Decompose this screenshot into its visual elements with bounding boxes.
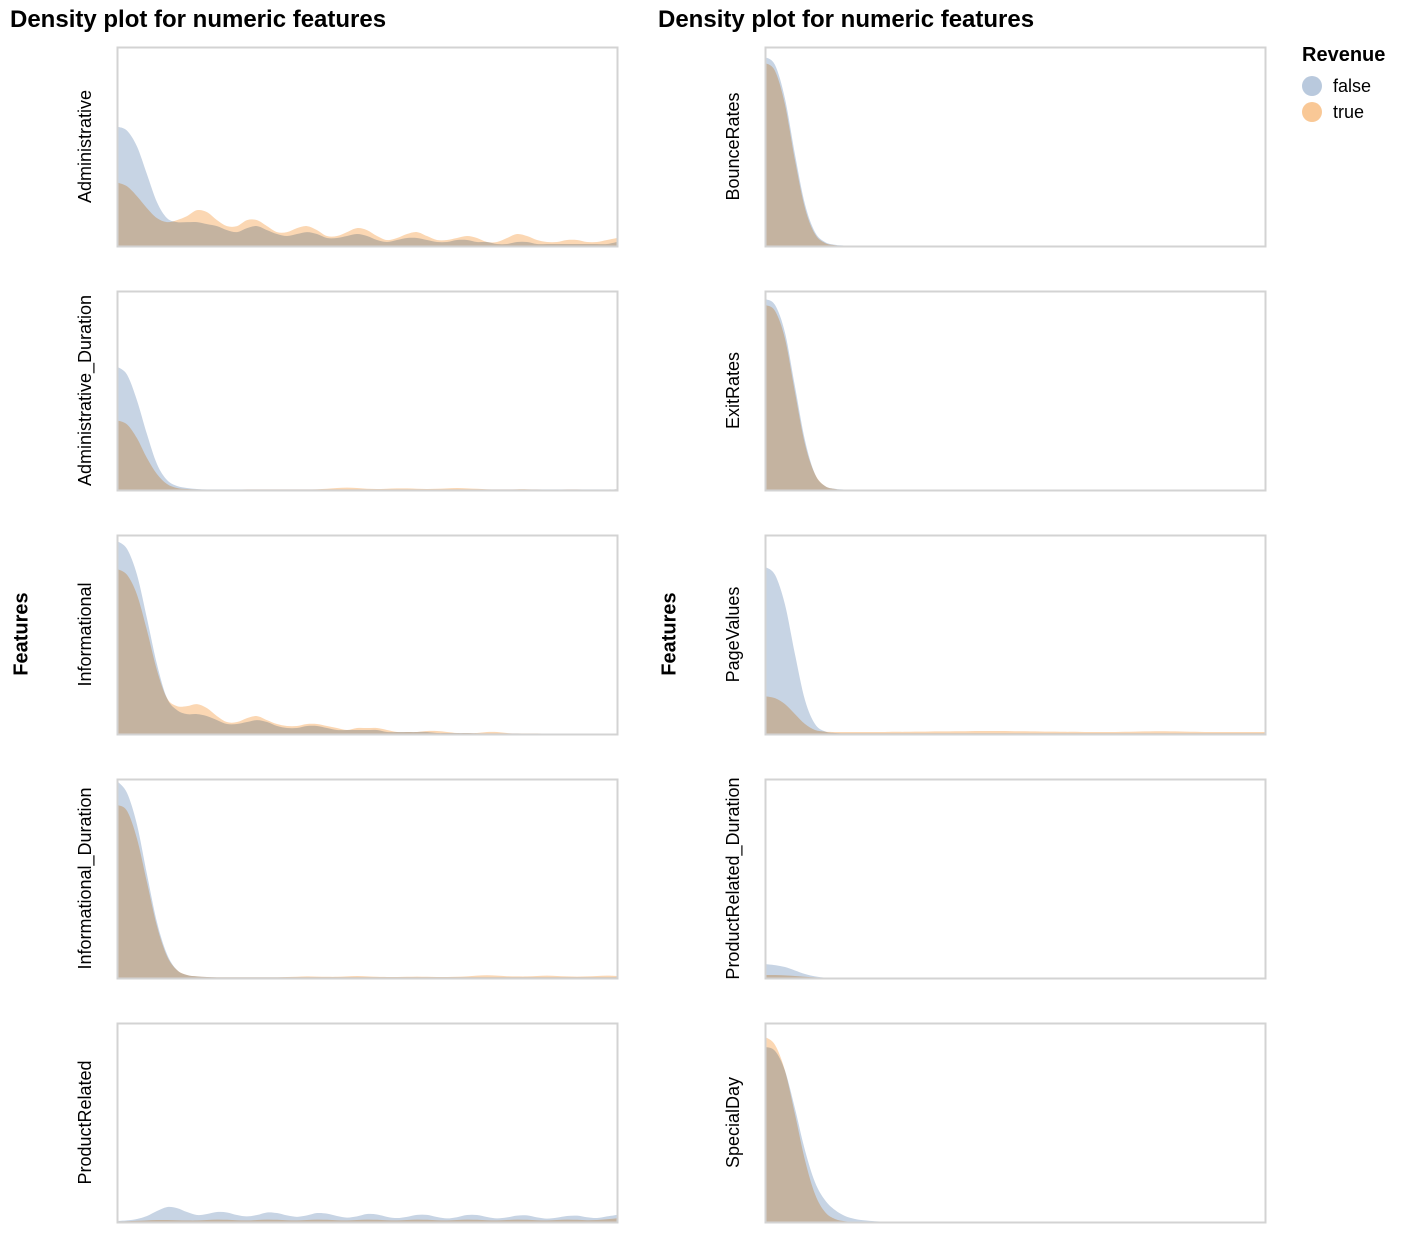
panel-frame-ProductRelated: [116, 1022, 619, 1224]
density-Administrative_Duration-false: [117, 366, 617, 490]
panel-frame-BounceRates: [764, 46, 1267, 248]
feature-label-SpecialDay: SpecialDay: [723, 1077, 743, 1168]
panel-frame-ExitRates: [764, 290, 1267, 492]
density-PageValues-false: [765, 566, 1265, 734]
density-Informational-true: [117, 568, 617, 734]
panel-Administrative: Administrative: [75, 46, 619, 248]
feature-label-ProductRelated_Duration: ProductRelated_Duration: [723, 777, 744, 979]
feature-label-Informational_Duration: Informational_Duration: [75, 787, 96, 969]
legend-title: Revenue: [1302, 44, 1386, 66]
feature-label-ExitRates: ExitRates: [723, 352, 743, 429]
panel-ExitRates: ExitRates: [723, 290, 1267, 492]
density-Administrative_Duration-true: [117, 420, 617, 490]
legend-swatch-false: [1302, 76, 1322, 96]
feature-label-ProductRelated: ProductRelated: [75, 1060, 95, 1184]
density-BounceRates-false: [765, 56, 1265, 247]
density-ProductRelated-true: [117, 1218, 617, 1222]
feature-label-BounceRates: BounceRates: [723, 92, 743, 200]
feature-label-Administrative: Administrative: [75, 90, 95, 203]
panel-Informational: Informational: [75, 534, 619, 736]
density-PageValues-true: [765, 696, 1265, 734]
legend-label-false: false: [1333, 75, 1372, 96]
legend-item-true: true: [1302, 99, 1385, 125]
panel-frame-ProductRelated_Duration: [764, 778, 1267, 980]
panel-Administrative_Duration: Administrative_Duration: [75, 290, 619, 492]
density-BounceRates-true: [765, 62, 1265, 246]
feature-label-Informational: Informational: [75, 582, 95, 686]
legend-swatch-true: [1302, 102, 1322, 122]
density-Informational_Duration-false: [117, 780, 617, 978]
panel-frame-Informational_Duration: [116, 778, 619, 980]
density-ExitRates-true: [765, 304, 1265, 490]
density-SpecialDay-false: [765, 1046, 1265, 1222]
panel-ProductRelated: ProductRelated: [75, 1022, 619, 1224]
density-ProductRelated-false: [117, 1206, 617, 1222]
density-ExitRates-false: [765, 298, 1265, 490]
feature-label-Administrative_Duration: Administrative_Duration: [75, 295, 96, 486]
panel-frame-PageValues: [764, 534, 1267, 736]
panel-frame-Administrative_Duration: [116, 290, 619, 492]
panel-BounceRates: BounceRates: [723, 46, 1267, 248]
chart-title-right: Density plot for numeric features: [658, 6, 1035, 33]
density-ProductRelated_Duration-false: [765, 964, 1265, 978]
panel-frame-SpecialDay: [764, 1022, 1267, 1224]
legend-label-true: true: [1333, 101, 1365, 122]
panel-frame-Informational: [116, 534, 619, 736]
density-SpecialDay-true: [765, 1036, 1265, 1222]
density-Administrative-true: [117, 182, 617, 246]
legend-item-false: false: [1302, 73, 1385, 99]
density-Informational_Duration-true: [117, 804, 617, 978]
panel-ProductRelated_Duration: ProductRelated_Duration: [723, 777, 1267, 980]
chart-title-left: Density plot for numeric features: [10, 6, 387, 33]
panel-frame-Administrative: [116, 46, 619, 248]
legend: Revenue false true: [1302, 44, 1385, 125]
panel-Informational_Duration: Informational_Duration: [75, 778, 619, 980]
panel-SpecialDay: SpecialDay: [723, 1022, 1267, 1224]
panel-PageValues: PageValues: [723, 534, 1267, 736]
feature-label-PageValues: PageValues: [723, 587, 743, 683]
